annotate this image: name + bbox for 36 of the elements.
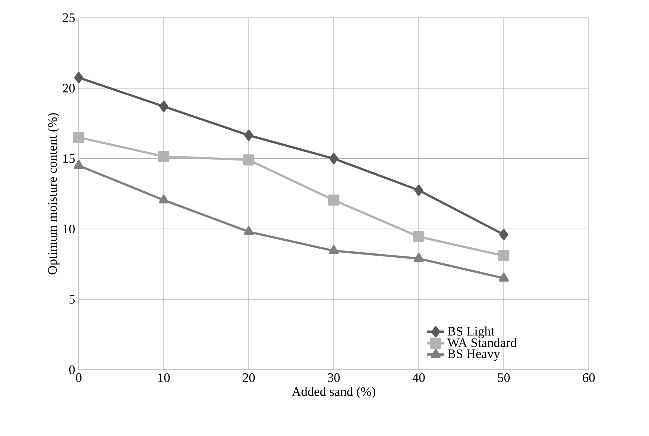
point	[244, 226, 254, 236]
point	[498, 250, 510, 262]
y-tick-label: 25	[63, 14, 75, 22]
point	[330, 153, 338, 164]
y-tick-label: 10	[64, 224, 75, 234]
y-tick-label: 0	[70, 366, 75, 374]
point	[414, 253, 424, 262]
point	[328, 194, 340, 206]
point	[414, 184, 424, 196]
point	[158, 151, 170, 162]
y-axis-title: Optimum moisture content (%)	[48, 113, 60, 275]
x-tick-label: 10	[158, 374, 170, 382]
point	[413, 231, 425, 243]
point	[243, 154, 255, 166]
point	[244, 130, 254, 142]
x-tick-label: 20	[243, 374, 255, 382]
legend-label: BS Light	[448, 326, 495, 339]
x-tick-label: 30	[328, 374, 340, 382]
point	[74, 72, 84, 84]
point	[159, 194, 169, 204]
legend-label: WA Standard	[448, 338, 517, 348]
point	[500, 229, 508, 240]
x-axis-title: Added sand (%)	[292, 387, 376, 399]
x-tick-label: 40	[412, 374, 425, 382]
point	[160, 101, 168, 112]
y-tick-label: 20	[63, 84, 75, 93]
x-tick-label: 0	[76, 374, 82, 382]
point	[329, 245, 339, 254]
x-tick-label: 60	[583, 374, 595, 382]
y-tick-label: 15	[64, 154, 75, 164]
point	[73, 132, 85, 144]
y-tick-label: 5	[70, 295, 75, 304]
legend-label: BS Heavy	[448, 350, 500, 362]
point	[499, 272, 509, 282]
x-tick-label: 50	[498, 374, 510, 382]
point	[74, 160, 84, 170]
